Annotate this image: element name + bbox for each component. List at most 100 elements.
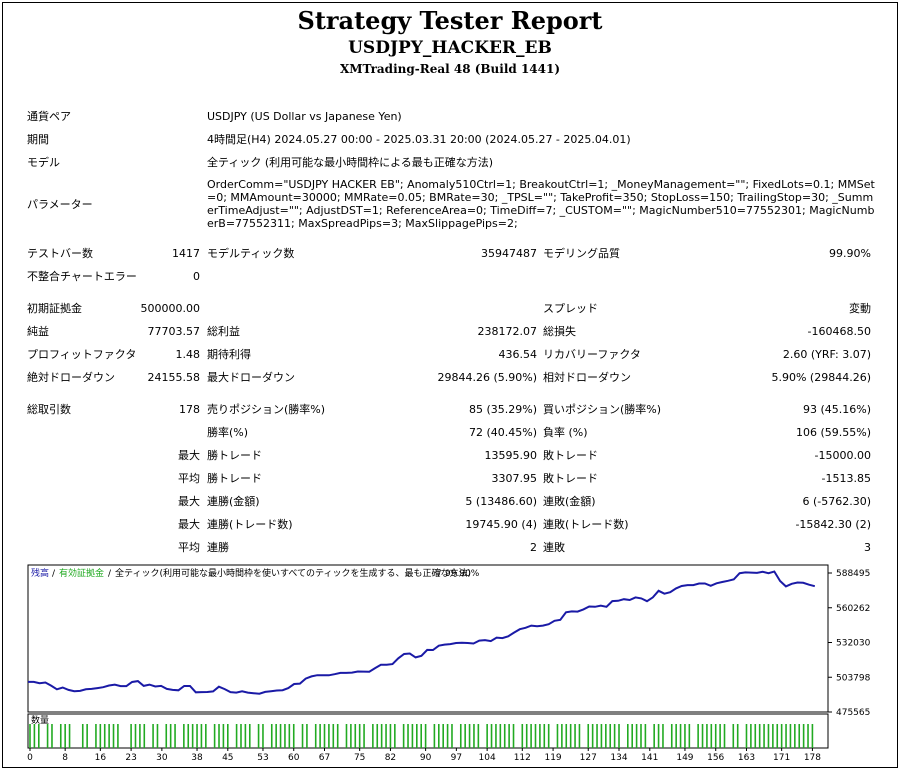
ticks-label: モデルティック数 (207, 247, 295, 260)
legend-balance: 残高 (31, 567, 49, 579)
x-tick-label: 16 (95, 753, 107, 763)
y-tick-label: 532030 (836, 639, 871, 649)
x-tick-label: 60 (288, 753, 300, 763)
cons-loss-cnt-label: 連敗(トレード数) (543, 518, 629, 531)
total-trades-value: 178 (179, 403, 200, 416)
gross-loss-label: 総損失 (543, 325, 576, 338)
x-tick-label: 156 (707, 753, 724, 763)
avg-win-value: 3307.95 (491, 472, 538, 485)
net-value: 77703.57 (147, 325, 201, 338)
short-label: 売りポジション(勝率%) (207, 403, 326, 416)
short-value: 85 (35.29%) (468, 403, 537, 416)
chart-legend: 残高 / 有効証拠金 / 全ティック(利用可能な最小時間枠を使いすべてのティック… (31, 567, 480, 579)
x-tick-label: 171 (773, 753, 790, 763)
period-label: 期間 (27, 133, 49, 146)
balance-series-line (28, 570, 816, 695)
svg-text:/: / (438, 569, 442, 579)
rel-dd-value: 5.90% (29844.26) (771, 371, 871, 384)
x-tick-label: 67 (319, 753, 330, 763)
gross-profit-label: 総利益 (207, 325, 240, 338)
win-rate-value: 72 (40.45%) (468, 426, 537, 439)
long-value: 93 (45.16%) (802, 403, 871, 416)
period-value: 4時間足(H4) 2024.05.27 00:00 - 2025.03.31 2… (207, 133, 631, 146)
quality-value: 99.90% (829, 247, 871, 260)
avg-cons-loss-value: 3 (864, 541, 871, 554)
bars-value: 1417 (172, 247, 200, 260)
x-tick-label: 127 (580, 753, 597, 763)
y-axis: 588495 560262 532030 503798 475565 (828, 569, 871, 718)
rel-dd-label: 相対ドローダウン (543, 371, 631, 384)
errors-label: 不整合チャートエラー (27, 270, 137, 283)
deposit-label: 初期証拠金 (27, 302, 82, 315)
server-name: XMTrading-Real 48 (Build 1441) (339, 62, 561, 76)
x-tick-label: 8 (62, 753, 68, 763)
volume-plot-area: 数量 (27, 713, 829, 749)
max-loss-label: 敗トレード (543, 449, 598, 462)
y-tick-label: 475565 (836, 708, 870, 718)
expected-value: 436.54 (498, 348, 538, 361)
x-tick-label: 119 (544, 753, 561, 763)
x-tick-label: 112 (514, 753, 531, 763)
pair-value: USDJPY (US Dollar vs Japanese Yen) (207, 110, 402, 123)
cons-loss-amt-value: 6 (-5762.30) (802, 495, 871, 508)
avg-cons-win-label: 連勝 (207, 541, 229, 554)
volume-bars-layer (29, 724, 814, 748)
avg-loss-label: 敗トレード (543, 472, 598, 485)
x-tick-label: 23 (125, 753, 136, 763)
max-dd-value: 29844.26 (5.90%) (437, 371, 537, 384)
max-loss-value: -15000.00 (814, 449, 871, 462)
avg-win-label: 勝トレード (207, 472, 262, 485)
x-tick-label: 38 (191, 753, 203, 763)
x-tick-label: 141 (641, 753, 658, 763)
x-tick-label: 134 (610, 753, 627, 763)
net-label: 純益 (27, 325, 49, 338)
report-title: Strategy Tester Report (297, 6, 603, 35)
abs-dd-label: 絶対ドローダウン (27, 371, 115, 384)
expected-label: 期待利得 (207, 348, 251, 361)
gross-profit-value: 238172.07 (477, 325, 538, 338)
svg-text:/: / (108, 569, 112, 579)
y-tick-label: 560262 (836, 604, 870, 614)
win-rate-label: 勝率(%) (207, 426, 249, 439)
avg-cons-loss-label: 連敗 (543, 541, 565, 554)
y-tick-label: 503798 (836, 673, 871, 683)
recovery-value: 2.60 (YRF: 3.07) (782, 348, 871, 361)
cons-win-amt-value: 5 (13486.60) (465, 495, 537, 508)
x-tick-label: 163 (738, 753, 755, 763)
max-dd-label: 最大ドローダウン (207, 371, 295, 384)
x-tick-label: 53 (257, 753, 268, 763)
x-axis: 0 8 16 23 30 38 45 53 60 67 75 82 90 97 104 112 119 127 13… (27, 748, 821, 763)
spread-value: 変動 (849, 302, 871, 315)
max-label-2: 最大 (178, 495, 200, 508)
avg-cons-win-value: 2 (530, 541, 537, 554)
x-tick-label: 30 (156, 753, 168, 763)
ticks-value: 35947487 (481, 247, 537, 260)
avg-loss-value: -1513.85 (821, 472, 871, 485)
legend-quality: 99.90% (445, 569, 480, 579)
x-tick-label: 0 (27, 753, 33, 763)
x-tick-label: 97 (451, 753, 462, 763)
model-label: モデル (27, 156, 60, 169)
x-tick-label: 178 (804, 753, 821, 763)
legend-equity: 有効証拠金 (59, 567, 104, 579)
x-tick-label: 104 (479, 753, 496, 763)
balance-plot-area (27, 564, 829, 713)
params-value: OrderComm="USDJPY HACKER EB"; Anomaly510… (207, 178, 875, 230)
spread-label: スプレッド (543, 302, 598, 315)
volume-label: 数量 (31, 714, 49, 726)
x-tick-label: 75 (354, 753, 365, 763)
x-tick-label: 149 (676, 753, 693, 763)
model-value: 全ティック (利用可能な最小時間枠による最も正確な方法) (207, 156, 494, 169)
cons-loss-amt-label: 連敗(金額) (543, 495, 596, 508)
cons-win-cnt-value: 19745.90 (4) (465, 518, 537, 531)
gross-loss-value: -160468.50 (807, 325, 871, 338)
bars-label: テストバー数 (27, 247, 93, 260)
abs-dd-value: 24155.58 (147, 371, 201, 384)
recovery-label: リカバリーファクタ (543, 348, 641, 361)
pf-label: プロフィットファクタ (27, 348, 137, 361)
cons-win-amt-label: 連勝(金額) (207, 495, 260, 508)
x-tick-label: 90 (420, 753, 432, 763)
quality-label: モデリング品質 (543, 247, 620, 260)
